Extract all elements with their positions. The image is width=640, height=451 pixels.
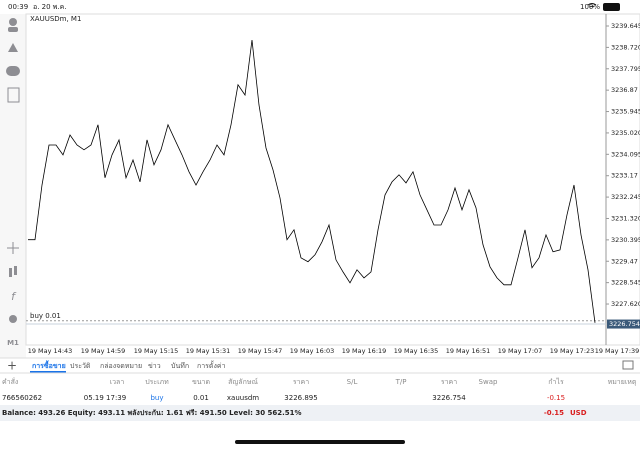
y-tick-label: 3235.020 — [611, 129, 640, 137]
candles-icon-2 — [14, 266, 17, 275]
current-price-label: 3226.754 — [609, 320, 640, 328]
toolbar-icons: f — [6, 18, 20, 323]
battery-icon — [603, 3, 620, 11]
x-tick-label: 19 May 17:07 — [498, 347, 543, 355]
y-tick-label: 3233.17 — [611, 172, 638, 180]
y-tick-label: 3227.620 — [611, 300, 640, 308]
x-tick-label: 19 May 15:15 — [134, 347, 179, 355]
doc-icon[interactable] — [7, 87, 20, 103]
column-header: T/P — [395, 378, 407, 386]
column-header: S/L — [347, 378, 358, 386]
table-cell[interactable]: 766560262 — [2, 394, 42, 402]
positions-table: คำสั่ง เวลา ประเภท ขนาด สัญลักษณ์ ราคา S/L T/P ร… — [2, 377, 637, 402]
add-button[interactable]: + — [7, 359, 17, 373]
column-header: คำสั่ง — [2, 377, 18, 386]
chart-title: XAUUSDm, M1 — [30, 15, 81, 23]
x-tick-label: 19 May 14:43 — [28, 347, 73, 355]
column-header: Swap — [479, 378, 498, 386]
y-tick-label: 3234.095 — [611, 150, 640, 158]
balance-text: Balance: 493.26 Equity: 493.11 พลังประกั… — [2, 409, 302, 417]
x-tick-label: 19 May 16:51 — [446, 347, 491, 355]
tab-underline — [30, 371, 66, 373]
x-tick-label: 19 May 17:39 — [595, 347, 640, 355]
column-header: หมายเหตุ — [608, 378, 637, 386]
x-tick-label: 19 May 14:59 — [81, 347, 126, 355]
order-label: buy 0.01 — [30, 312, 61, 320]
x-tick-label: 19 May 16:03 — [290, 347, 335, 355]
account-icon[interactable] — [9, 18, 17, 26]
y-tick-label: 3229.47 — [611, 257, 638, 265]
tab[interactable]: กล่องจดหมาย — [100, 362, 142, 370]
table-cell[interactable]: 05.19 17:39 — [84, 394, 126, 402]
y-tick-label: 3238.720 — [611, 43, 640, 51]
tab[interactable]: การซื้อขาย — [32, 359, 66, 370]
tab[interactable]: บันทึก — [171, 361, 189, 370]
tab[interactable]: ข่าว — [148, 362, 161, 370]
column-header: ประเภท — [145, 378, 169, 386]
column-header: ขนาด — [192, 378, 210, 386]
x-tick-label: 19 May 15:31 — [186, 347, 231, 355]
y-tick-label: 3231.320 — [611, 214, 640, 222]
candles-icon[interactable] — [9, 268, 12, 277]
tab[interactable]: ประวัติ — [70, 362, 91, 370]
table-cell[interactable]: 0.01 — [193, 394, 209, 402]
indicator-icon[interactable]: f — [11, 290, 17, 303]
currency: USD — [570, 409, 587, 417]
x-tick-label: 19 May 16:19 — [342, 347, 387, 355]
current-price-box — [607, 319, 640, 329]
total-profit: -0.15 — [544, 409, 564, 417]
objects-icon[interactable] — [9, 315, 17, 323]
layout-icon[interactable] — [622, 360, 634, 370]
x-tick-label: 19 May 16:35 — [394, 347, 439, 355]
y-tick-label: 3237.795 — [611, 65, 640, 73]
x-tick-label: 19 May 17:23 — [550, 347, 595, 355]
trade-icon[interactable] — [8, 43, 18, 52]
chart-area — [25, 13, 640, 346]
y-tick-label: 3236.87 — [611, 86, 638, 94]
chart: 3239.645 3238.720 3237.795 3236.87 3235.945 3… — [26, 22, 640, 355]
chat-icon[interactable] — [6, 66, 20, 76]
home-indicator — [235, 440, 405, 444]
y-tick-label: 3228.545 — [611, 279, 640, 287]
table-cell[interactable]: -0.15 — [547, 394, 565, 402]
y-tick-label: 3235.945 — [611, 108, 640, 116]
timeframe[interactable]: M1 — [7, 339, 19, 347]
column-header: ราคา — [441, 378, 457, 386]
y-tick-label: 3230.395 — [611, 236, 640, 244]
tab[interactable]: การตั้งค่า — [197, 359, 226, 370]
y-tick-label: 3232.245 — [611, 193, 640, 201]
x-tick-label: 19 May 15:47 — [238, 347, 283, 355]
table-cell[interactable]: xauusdm — [227, 394, 259, 402]
y-tick-label: 3239.645 — [611, 22, 640, 30]
status-date: อ. 20 พ.ค. — [33, 3, 67, 11]
crosshair-icon[interactable] — [7, 242, 19, 254]
toolbar — [0, 14, 26, 358]
price-line — [28, 39, 596, 323]
column-header: เวลา — [110, 378, 125, 386]
status-time: 00:39 — [8, 3, 28, 11]
wifi-icon — [587, 3, 597, 8]
balance-bar — [0, 405, 640, 421]
table-cell[interactable]: buy — [150, 394, 163, 402]
column-header: กำไร — [548, 377, 564, 386]
table-cell[interactable]: 3226.895 — [284, 394, 317, 402]
account-icon-body — [8, 27, 18, 32]
column-header: สัญลักษณ์ — [228, 378, 258, 386]
tab-bar: การซื้อขาย ประวัติ กล่องจดหมาย ข่าว บันทึก กา… — [30, 359, 226, 373]
table-cell[interactable]: 3226.754 — [432, 394, 466, 402]
column-header: ราคา — [293, 378, 309, 386]
